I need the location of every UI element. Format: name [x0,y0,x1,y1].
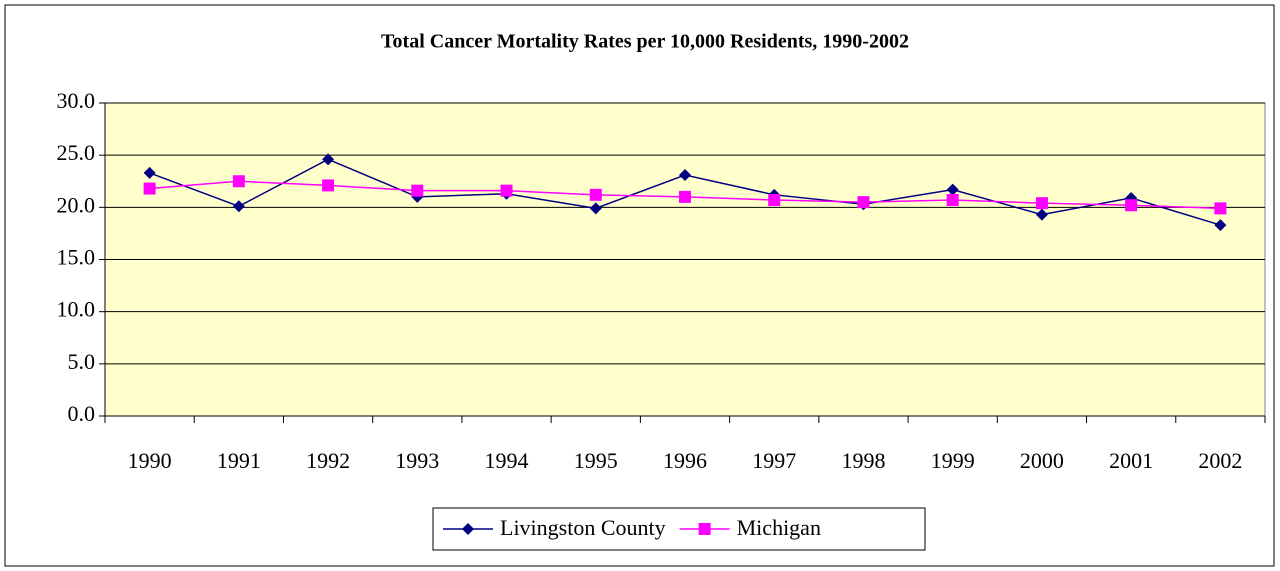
marker [1214,202,1227,215]
marker [143,182,156,195]
x-tick-label: 1995 [574,448,618,473]
marker [462,523,474,535]
x-tick-label: 1998 [841,448,885,473]
marker [589,188,602,201]
x-tick-label: 1996 [663,448,707,473]
chart-title: Total Cancer Mortality Rates per 10,000 … [381,31,909,53]
marker [768,194,781,207]
y-tick-label: 30.0 [57,88,96,113]
legend-label: Livingston County [500,515,666,540]
marker [946,194,959,207]
marker [679,190,691,203]
x-tick-label: 1999 [931,448,975,473]
x-tick-label: 1993 [395,448,439,473]
x-tick-label: 1994 [485,448,529,473]
y-tick-label: 15.0 [57,245,96,270]
marker [500,184,513,197]
marker [679,168,691,181]
x-tick-label: 1997 [752,448,796,473]
x-tick-label: 1992 [306,448,350,473]
marker [698,523,711,535]
y-tick-label: 20.0 [57,192,96,217]
legend [432,507,926,551]
marker [946,183,959,196]
marker [1035,208,1048,221]
marker [143,166,156,179]
x-tick-label: 1991 [217,448,261,473]
marker [232,200,245,213]
x-tick-label: 1990 [128,448,172,473]
marker [589,202,602,215]
x-tick-label: 2002 [1198,448,1242,473]
x-tick-label: 2000 [1020,448,1064,473]
legend-label: Michigan [737,515,821,540]
marker [232,175,245,188]
marker [857,196,870,209]
marker [322,153,335,166]
x-tick-label: 2001 [1109,448,1153,473]
marker [1035,197,1048,210]
y-tick-label: 10.0 [57,297,96,322]
marker [411,184,424,197]
marker [1125,199,1138,212]
marker [322,179,335,192]
y-tick-label: 0.0 [68,401,96,426]
y-tick-label: 5.0 [68,349,96,374]
y-tick-label: 25.0 [57,140,96,165]
marker [1214,219,1227,232]
